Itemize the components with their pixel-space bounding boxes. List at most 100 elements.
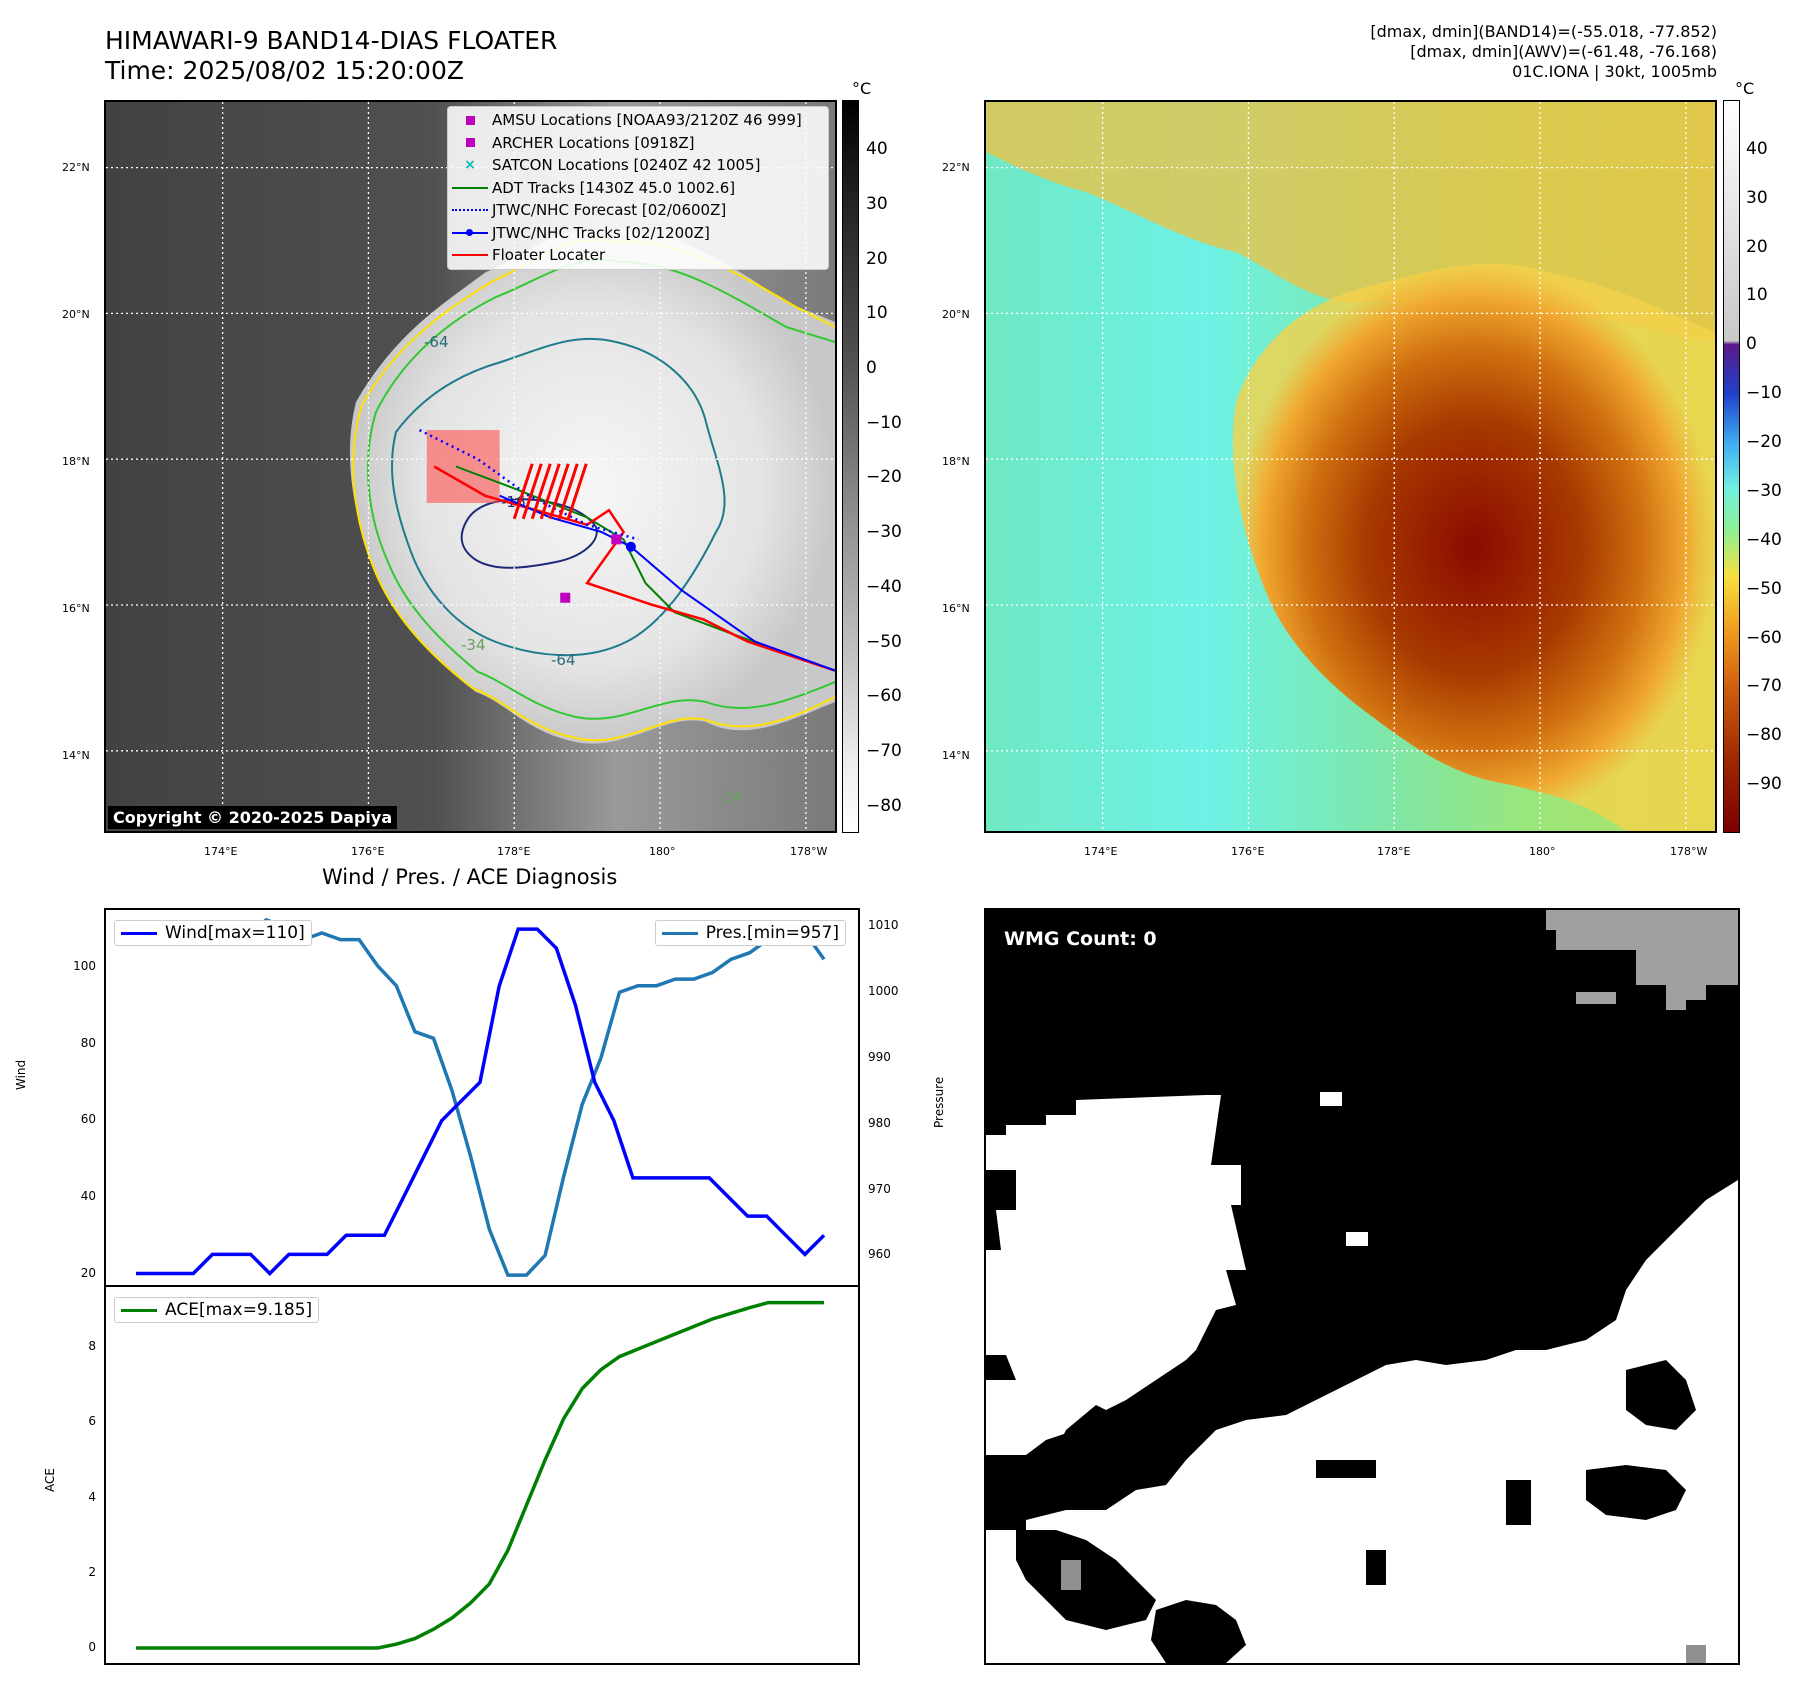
contour-label-34b: -34 (718, 788, 743, 806)
awv-colorbar-tick-5: −10 (1746, 383, 1782, 404)
wmg-black-blob-d (1586, 1465, 1686, 1520)
ir-colorbar-tick-12: −80 (866, 795, 902, 816)
wmg-black-blob-c (1151, 1600, 1246, 1663)
wind-axis-tick-2: 60 (80, 1112, 96, 1127)
awv-lon-label-180: 180° (1529, 845, 1556, 858)
ir-colorbar-tick-6: −20 (866, 467, 902, 488)
awv-lon-label-176e: 176°E (1231, 845, 1265, 858)
ace-axis-label: ACE (43, 1468, 57, 1492)
ace-series-line (136, 1300, 824, 1650)
awv-storm-core (1232, 263, 1715, 831)
awv-colorbar-tick-12: −80 (1746, 725, 1782, 746)
ir-colorbar-tick-4: 0 (866, 358, 877, 379)
awv-colorbar-tick-2: 20 (1746, 236, 1768, 257)
wmg-count-label: WMG Count: 0 (1004, 928, 1157, 950)
ir-colorbar-tick-5: −10 (866, 412, 902, 433)
amsu-point (611, 534, 622, 545)
legend-item-jtwc-forecast: JTWC/NHC Forecast [02/0600Z] (448, 199, 828, 222)
jtwc-track-dot (625, 541, 636, 552)
legend-label-adt: ADT Tracks [1430Z 45.0 1002.6] (492, 178, 736, 197)
ir-satellite-map: -64 -16 -64 -34 -34 AMSU Locations [NOAA… (104, 100, 837, 833)
awv-lat-label-22: 22°N (942, 161, 970, 174)
pressure-axis-tick-0: 960 (868, 1247, 891, 1262)
wmg-black-blob-g (1366, 1550, 1386, 1585)
wind-axis-tick-0: 20 (80, 1265, 96, 1280)
contour-label-34a: -34 (461, 636, 486, 654)
awv-colorbar-tick-8: −40 (1746, 529, 1782, 550)
ace-axis-tick-2: 4 (88, 1489, 96, 1504)
contour-label-64b: -64 (551, 651, 576, 669)
contour-label-64a: -64 (424, 333, 449, 351)
ir-lat-label-16: 16°N (62, 602, 90, 615)
awv-colorbar-unit: °C (1735, 79, 1755, 98)
wmg-black-blob-a (986, 1410, 1181, 1530)
ir-colorbar-tick-9: −50 (866, 631, 902, 652)
legend-label-archer: ARCHER Locations [0918Z] (492, 133, 695, 152)
awv-colorbar-tick-10: −60 (1746, 627, 1782, 648)
awv-colorbar-tick-7: −30 (1746, 480, 1782, 501)
wmg-gray-patch-b (1061, 1560, 1081, 1590)
legend-item-archer: ARCHER Locations [0918Z] (448, 132, 828, 155)
wmg-white-dot-a (1320, 1092, 1342, 1106)
ace-axis-tick-3: 6 (88, 1414, 96, 1429)
awv-colorbar (1723, 100, 1740, 833)
info-line2: [dmax, dmin](AWV)=(-61.48, -76.168) (1410, 42, 1717, 61)
pressure-legend: Pres.[min=957] (654, 920, 846, 946)
legend-item-floater: Floater Locater (448, 244, 828, 267)
wmg-white-region-bottom (986, 1180, 1738, 1663)
wmg-black-blob-b (1016, 1530, 1156, 1630)
ir-lat-label-14: 14°N (62, 749, 90, 762)
awv-colorbar-tick-4: 0 (1746, 334, 1757, 355)
awv-colorbar-tick-9: −50 (1746, 578, 1782, 599)
wind-axis-tick-4: 100 (73, 959, 96, 974)
wind-axis-tick-1: 40 (80, 1188, 96, 1203)
pressure-axis-tick-1: 970 (868, 1181, 891, 1196)
wind-pressure-svg (136, 917, 826, 1277)
legend-label-jtwc-forecast: JTWC/NHC Forecast [02/0600Z] (492, 201, 727, 220)
ace-axis-tick-1: 2 (88, 1564, 96, 1579)
diagnosis-title: Wind / Pres. / ACE Diagnosis (322, 865, 618, 889)
ace-axis-tick-4: 8 (88, 1339, 96, 1354)
ir-lon-label-174e: 174°E (204, 845, 238, 858)
awv-satellite-map (984, 100, 1717, 833)
awv-gridlines (986, 102, 1715, 831)
track-line-dot-icon (448, 223, 492, 243)
awv-lat-label-16: 16°N (942, 602, 970, 615)
figure-title-line1: HIMAWARI-9 BAND14-DIAS FLOATER (105, 26, 558, 55)
legend-item-amsu: AMSU Locations [NOAA93/2120Z 46 999] (448, 109, 828, 132)
forecast-dotted-line-icon (448, 200, 492, 220)
ir-colorbar-tick-8: −40 (866, 576, 902, 597)
legend-label-jtwc-tracks: JTWC/NHC Tracks [02/1200Z] (492, 223, 710, 242)
info-line1: [dmax, dmin](BAND14)=(-55.018, -77.852) (1370, 22, 1717, 41)
ir-colorbar-tick-1: 30 (866, 193, 888, 214)
awv-lat-label-14: 14°N (942, 749, 970, 762)
wmg-black-blob-e (1626, 1360, 1696, 1430)
ace-legend-line-icon (121, 1308, 157, 1312)
awv-lat-label-20: 20°N (942, 308, 970, 321)
floater-line-icon (448, 245, 492, 265)
ir-lon-label-178e: 178°E (497, 845, 531, 858)
pressure-axis-tick-5: 1010 (868, 918, 899, 933)
ir-lon-label-178w: 178°W (790, 845, 828, 858)
awv-lon-label-178e: 178°E (1377, 845, 1411, 858)
ir-track-overlays (418, 428, 835, 672)
wind-axis-tick-3: 80 (80, 1035, 96, 1050)
wind-legend: Wind[max=110] (114, 920, 312, 946)
floater-box (426, 430, 500, 503)
archer-point (560, 592, 571, 603)
adt-line-icon (448, 178, 492, 198)
ir-cloud-mass (349, 230, 835, 744)
legend-item-satcon: × SATCON Locations [0240Z 42 1005] (448, 154, 828, 177)
wmg-black-blob-f (1316, 1460, 1376, 1478)
ir-lat-label-18: 18°N (62, 455, 90, 468)
awv-lat-label-18: 18°N (942, 455, 970, 468)
wmg-gray-patch-c (1686, 1645, 1706, 1663)
ir-colorbar-tick-11: −70 (866, 740, 902, 761)
pressure-axis-label: Pressure (932, 1076, 946, 1128)
wind-axis-label: Wind (14, 1059, 28, 1090)
legend-item-jtwc-tracks: JTWC/NHC Tracks [02/1200Z] (448, 222, 828, 245)
satcon-x-icon: × (464, 157, 476, 174)
ir-legend: AMSU Locations [NOAA93/2120Z 46 999] ARC… (447, 106, 829, 270)
ir-lon-label-176e: 176°E (351, 845, 385, 858)
ir-colorbar-unit: °C (852, 79, 872, 98)
